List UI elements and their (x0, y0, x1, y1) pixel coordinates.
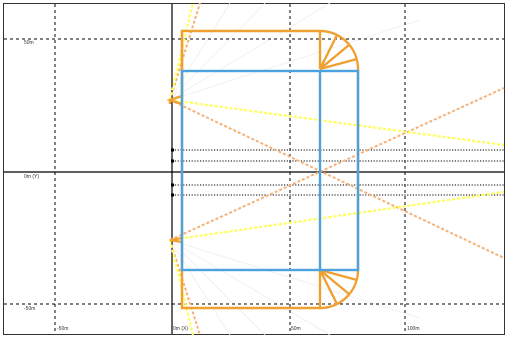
x-label-100m: 100m (407, 326, 420, 332)
lane-lines (172, 149, 504, 196)
sensor-rays-yellow (168, 2, 505, 336)
vehicle-outline-orange (166, 29, 360, 310)
faint-rays (169, 2, 421, 336)
y-label-50m: 50m (24, 40, 34, 46)
grid-lines (4, 4, 504, 334)
x-label-minus-50m: -50m (57, 326, 68, 332)
x-label-50m: 50m (291, 326, 301, 332)
plot-frame (3, 3, 505, 335)
vehicle-rect-blue (180, 69, 360, 272)
x-label-0m: 0m (X) (173, 326, 188, 332)
sensor-rays-orange (169, 2, 505, 336)
y-label-0m: 0m (Y) (24, 174, 39, 180)
y-label-minus-50m: -50m (24, 306, 35, 312)
